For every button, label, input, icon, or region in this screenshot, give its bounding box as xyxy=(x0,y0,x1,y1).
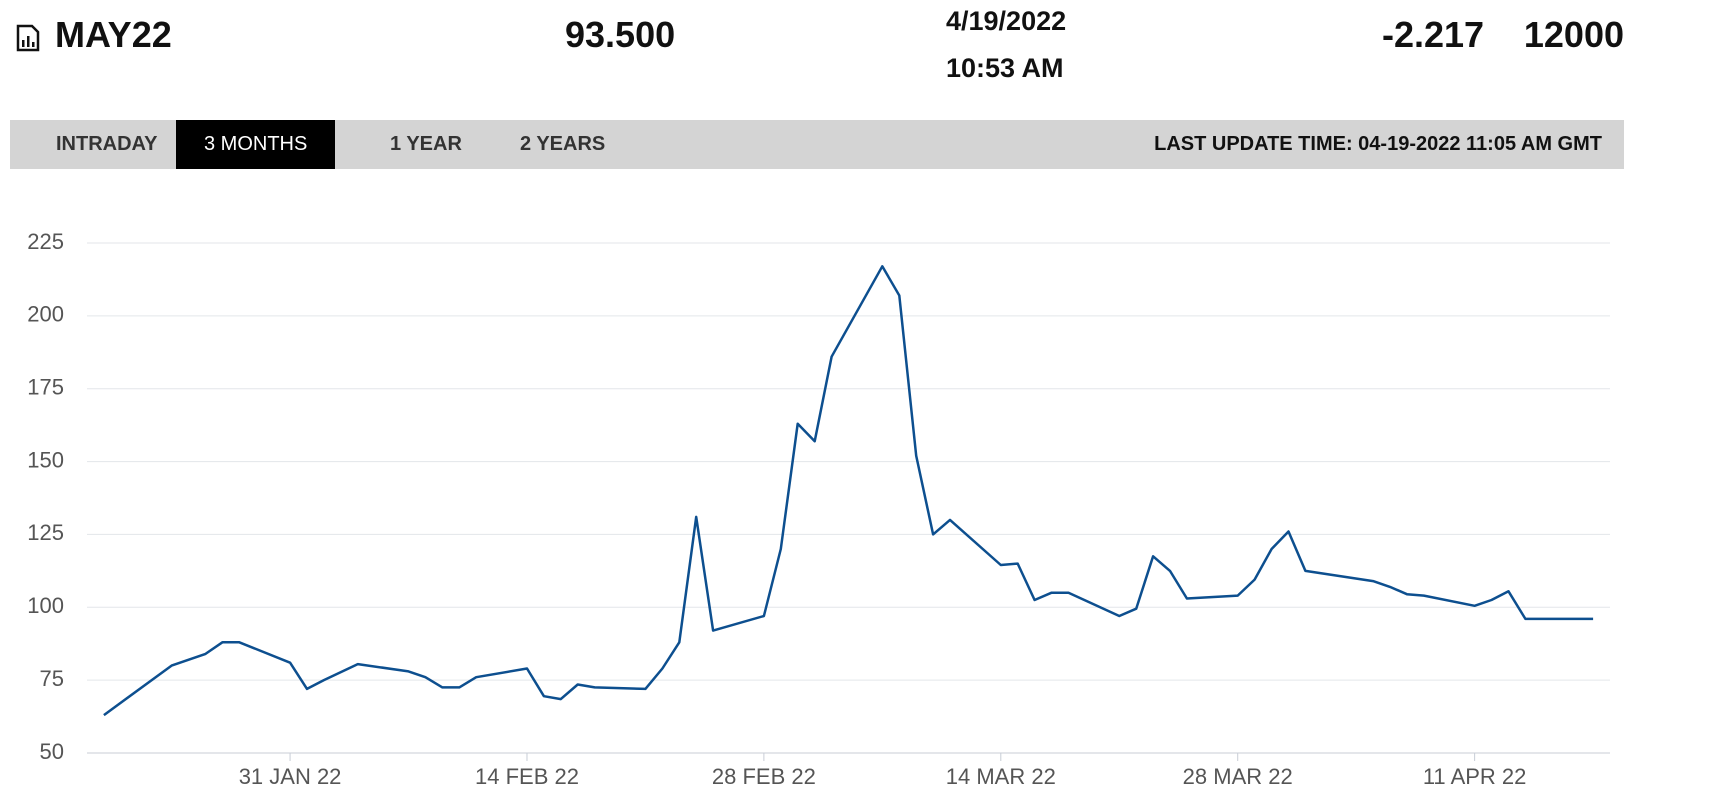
tab-bar: LAST UPDATE TIME: 04-19-2022 11:05 AM GM… xyxy=(10,120,1624,169)
time: 10:53 AM xyxy=(946,53,1064,83)
x-tick-label: 28 MAR 22 xyxy=(1183,764,1293,789)
y-tick-label: 125 xyxy=(27,520,64,545)
x-tick-label: 31 JAN 22 xyxy=(239,764,342,789)
y-tick-label: 175 xyxy=(27,375,64,400)
chart-icon xyxy=(16,24,40,52)
symbol: MAY22 xyxy=(55,14,172,55)
volume: 12000 xyxy=(1523,14,1624,55)
x-tick-label: 14 MAR 22 xyxy=(946,764,1056,789)
price-line xyxy=(103,265,1594,717)
y-tick-label: 50 xyxy=(40,739,64,764)
date: 4/19/2022 xyxy=(946,6,1067,36)
y-tick-label: 75 xyxy=(40,666,64,691)
y-tick-label: 225 xyxy=(27,229,64,254)
x-tick-label: 14 FEB 22 xyxy=(475,764,579,789)
x-tick-label: 11 APR 22 xyxy=(1423,764,1527,789)
last-update: LAST UPDATE TIME: 04-19-2022 11:05 AM GM… xyxy=(1154,133,1602,155)
y-tick-label: 100 xyxy=(27,593,64,618)
tab[interactable]: 3 MONTHS xyxy=(176,120,336,169)
price: 93.500 xyxy=(565,14,676,55)
y-tick-label: 150 xyxy=(27,447,64,472)
tab[interactable]: 1 YEAR xyxy=(390,133,462,155)
tab[interactable]: INTRADAY xyxy=(56,133,158,155)
tab[interactable]: 2 YEARS xyxy=(520,133,606,155)
change: -2.217 xyxy=(1382,14,1485,55)
y-tick-label: 200 xyxy=(27,302,64,327)
x-tick-label: 28 FEB 22 xyxy=(712,764,816,789)
